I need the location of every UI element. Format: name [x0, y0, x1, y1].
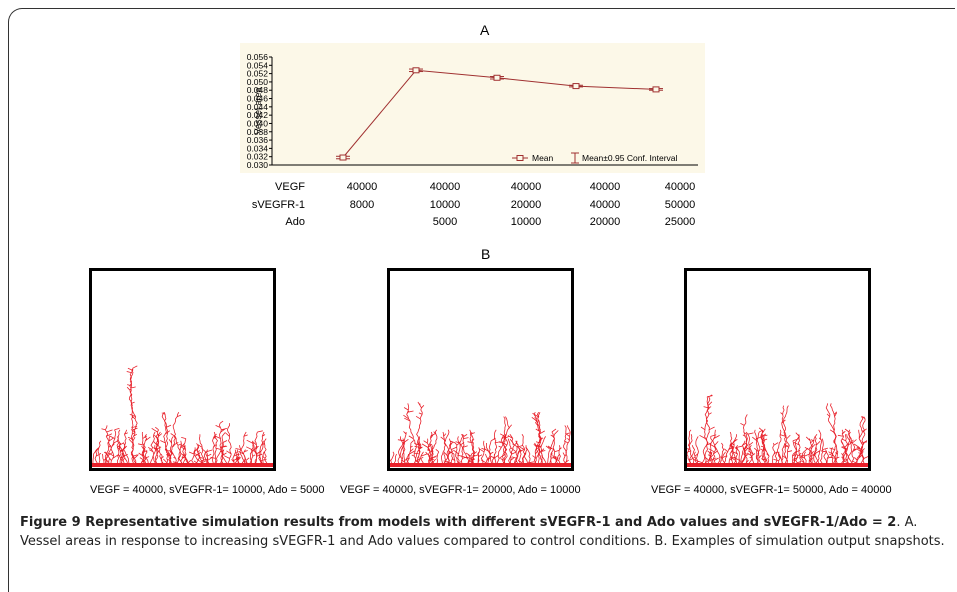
param-cell: 40000 — [346, 181, 378, 193]
snapshot-2-vessels — [390, 401, 571, 467]
y-tick-label: 0.036 — [247, 135, 269, 145]
vessel-base — [687, 463, 868, 467]
y-axis-label: Vessel area — [253, 87, 263, 134]
param-row-label: VEGF — [275, 181, 305, 193]
mean-point — [493, 74, 501, 81]
figure-frame — [8, 8, 955, 592]
param-cell: 25000 — [664, 216, 696, 228]
snapshot-3-caption: VEGF = 40000, sVEGFR-1= 50000, Ado = 400… — [651, 484, 892, 496]
y-tick-label: 0.030 — [247, 160, 269, 170]
y-tick-label: 0.042 — [247, 110, 269, 120]
param-cell: 40000 — [664, 181, 696, 193]
panel-b-label: B — [481, 246, 491, 262]
y-tick-label: 0.052 — [247, 69, 269, 79]
panel-a-label: A — [480, 22, 490, 38]
vessel-base — [92, 463, 273, 467]
param-cell: 40000 — [589, 199, 621, 211]
y-tick-label: 0.040 — [247, 118, 269, 128]
param-cell: 5000 — [432, 216, 458, 228]
param-cell: 20000 — [510, 199, 542, 211]
vessel-network — [92, 365, 268, 466]
param-cell: 50000 — [664, 199, 696, 211]
y-tick-label: 0.034 — [247, 143, 269, 153]
y-tick-label: 0.046 — [247, 94, 269, 104]
mean-point — [412, 67, 420, 74]
param-row-label: Ado — [285, 216, 305, 228]
param-cell: 10000 — [510, 216, 542, 228]
param-cell: 40000 — [510, 181, 542, 193]
snapshot-2-caption: VEGF = 40000, sVEGFR-1= 20000, Ado = 100… — [340, 484, 581, 496]
param-cell: 8000 — [349, 199, 375, 211]
snapshot-1-vessels — [92, 365, 273, 467]
mean-line — [342, 69, 657, 158]
caption-text: . A. Vessel areas in response to increas… — [20, 515, 945, 549]
snapshot-3-vessels — [687, 394, 868, 467]
param-cell: 40000 — [429, 181, 461, 193]
param-cell: 20000 — [589, 216, 621, 228]
param-cell: 40000 — [589, 181, 621, 193]
snapshot-1-caption: VEGF = 40000, sVEGFR-1= 10000, Ado = 500… — [90, 484, 325, 496]
legend-mean-label: Mean — [532, 153, 554, 163]
caption-title: Figure 9 Representative simulation resul… — [20, 515, 897, 530]
legend-ci-label: Mean±0.95 Conf. Interval — [582, 153, 677, 163]
y-tick-label: 0.048 — [247, 85, 269, 95]
y-tick-label: 0.038 — [247, 127, 269, 137]
vessel-network — [390, 401, 571, 466]
y-tick-label: 0.032 — [247, 152, 269, 162]
simulation-snapshot-2 — [387, 268, 574, 471]
mean-point — [339, 154, 347, 161]
y-tick-label: 0.044 — [247, 102, 269, 112]
figure-caption: Figure 9 Representative simulation resul… — [20, 513, 950, 551]
vessel-network — [687, 394, 868, 466]
mean-point — [572, 83, 580, 90]
vessel-base — [390, 463, 571, 467]
mean-point — [652, 86, 660, 93]
y-tick-label: 0.054 — [247, 60, 269, 70]
legend-mean-marker — [516, 155, 524, 161]
y-tick-label: 0.050 — [247, 77, 269, 87]
param-row-label: sVEGFR-1 — [251, 199, 305, 211]
simulation-snapshot-1 — [89, 268, 276, 471]
simulation-snapshot-3 — [684, 268, 871, 471]
param-cell: 10000 — [429, 199, 461, 211]
chart-background — [240, 43, 705, 173]
y-tick-label: 0.056 — [247, 52, 269, 62]
